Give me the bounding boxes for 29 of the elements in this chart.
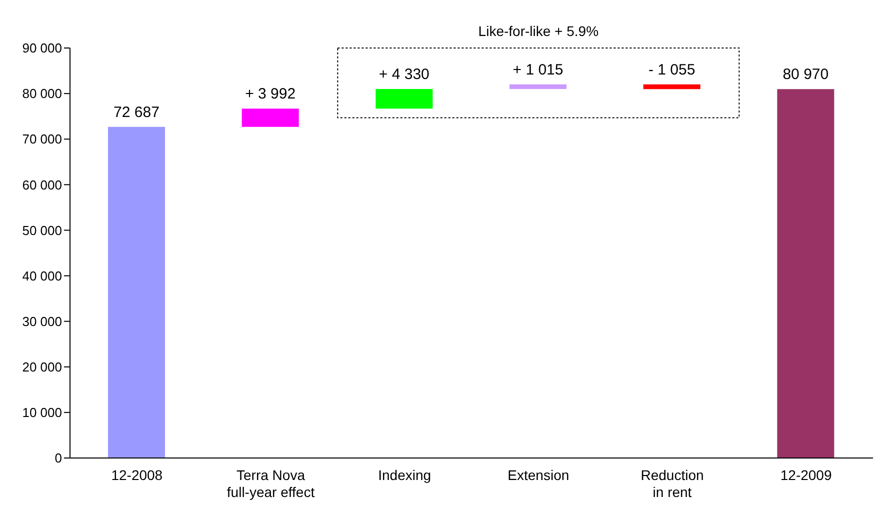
y-tick-label: 0	[54, 450, 62, 466]
x-tick-label: Indexing	[378, 467, 432, 483]
y-tick-label: 80 000	[22, 86, 62, 102]
data-label: 72 687	[114, 104, 160, 121]
x-tick-label: Extension	[508, 467, 570, 483]
bar	[643, 84, 700, 90]
data-label: + 1 015	[512, 61, 564, 78]
data-label: 80 970	[782, 66, 829, 84]
y-tick-label: 90 000	[22, 40, 62, 56]
y-tick-label: 20 000	[22, 360, 62, 375]
y-tick-label: 50 000	[22, 222, 62, 238]
y-tick-label: 70 000	[22, 132, 62, 147]
x-tick-label: 12-2009	[780, 467, 832, 483]
y-tick-label: 30 000	[22, 314, 62, 329]
x-tick-label: Reduction in rent	[640, 467, 704, 500]
bar	[108, 126, 165, 458]
data-label: - 1 055	[648, 61, 696, 78]
x-tick-label: 12-2008	[111, 467, 163, 483]
bar	[777, 89, 834, 458]
y-tick-label: 40 000	[22, 268, 62, 284]
y-tick-label: 10 000	[22, 405, 62, 420]
data-label: + 4 330	[378, 66, 430, 83]
bar	[242, 108, 299, 127]
bar	[376, 88, 433, 109]
bar	[510, 84, 566, 89]
x-tick-label: Terra Nova full-year effect	[226, 467, 315, 500]
y-tick-label: 60 000	[22, 177, 62, 192]
text: Like-for-like + 5.9%	[478, 23, 599, 39]
data-label: + 3 992	[245, 86, 296, 103]
